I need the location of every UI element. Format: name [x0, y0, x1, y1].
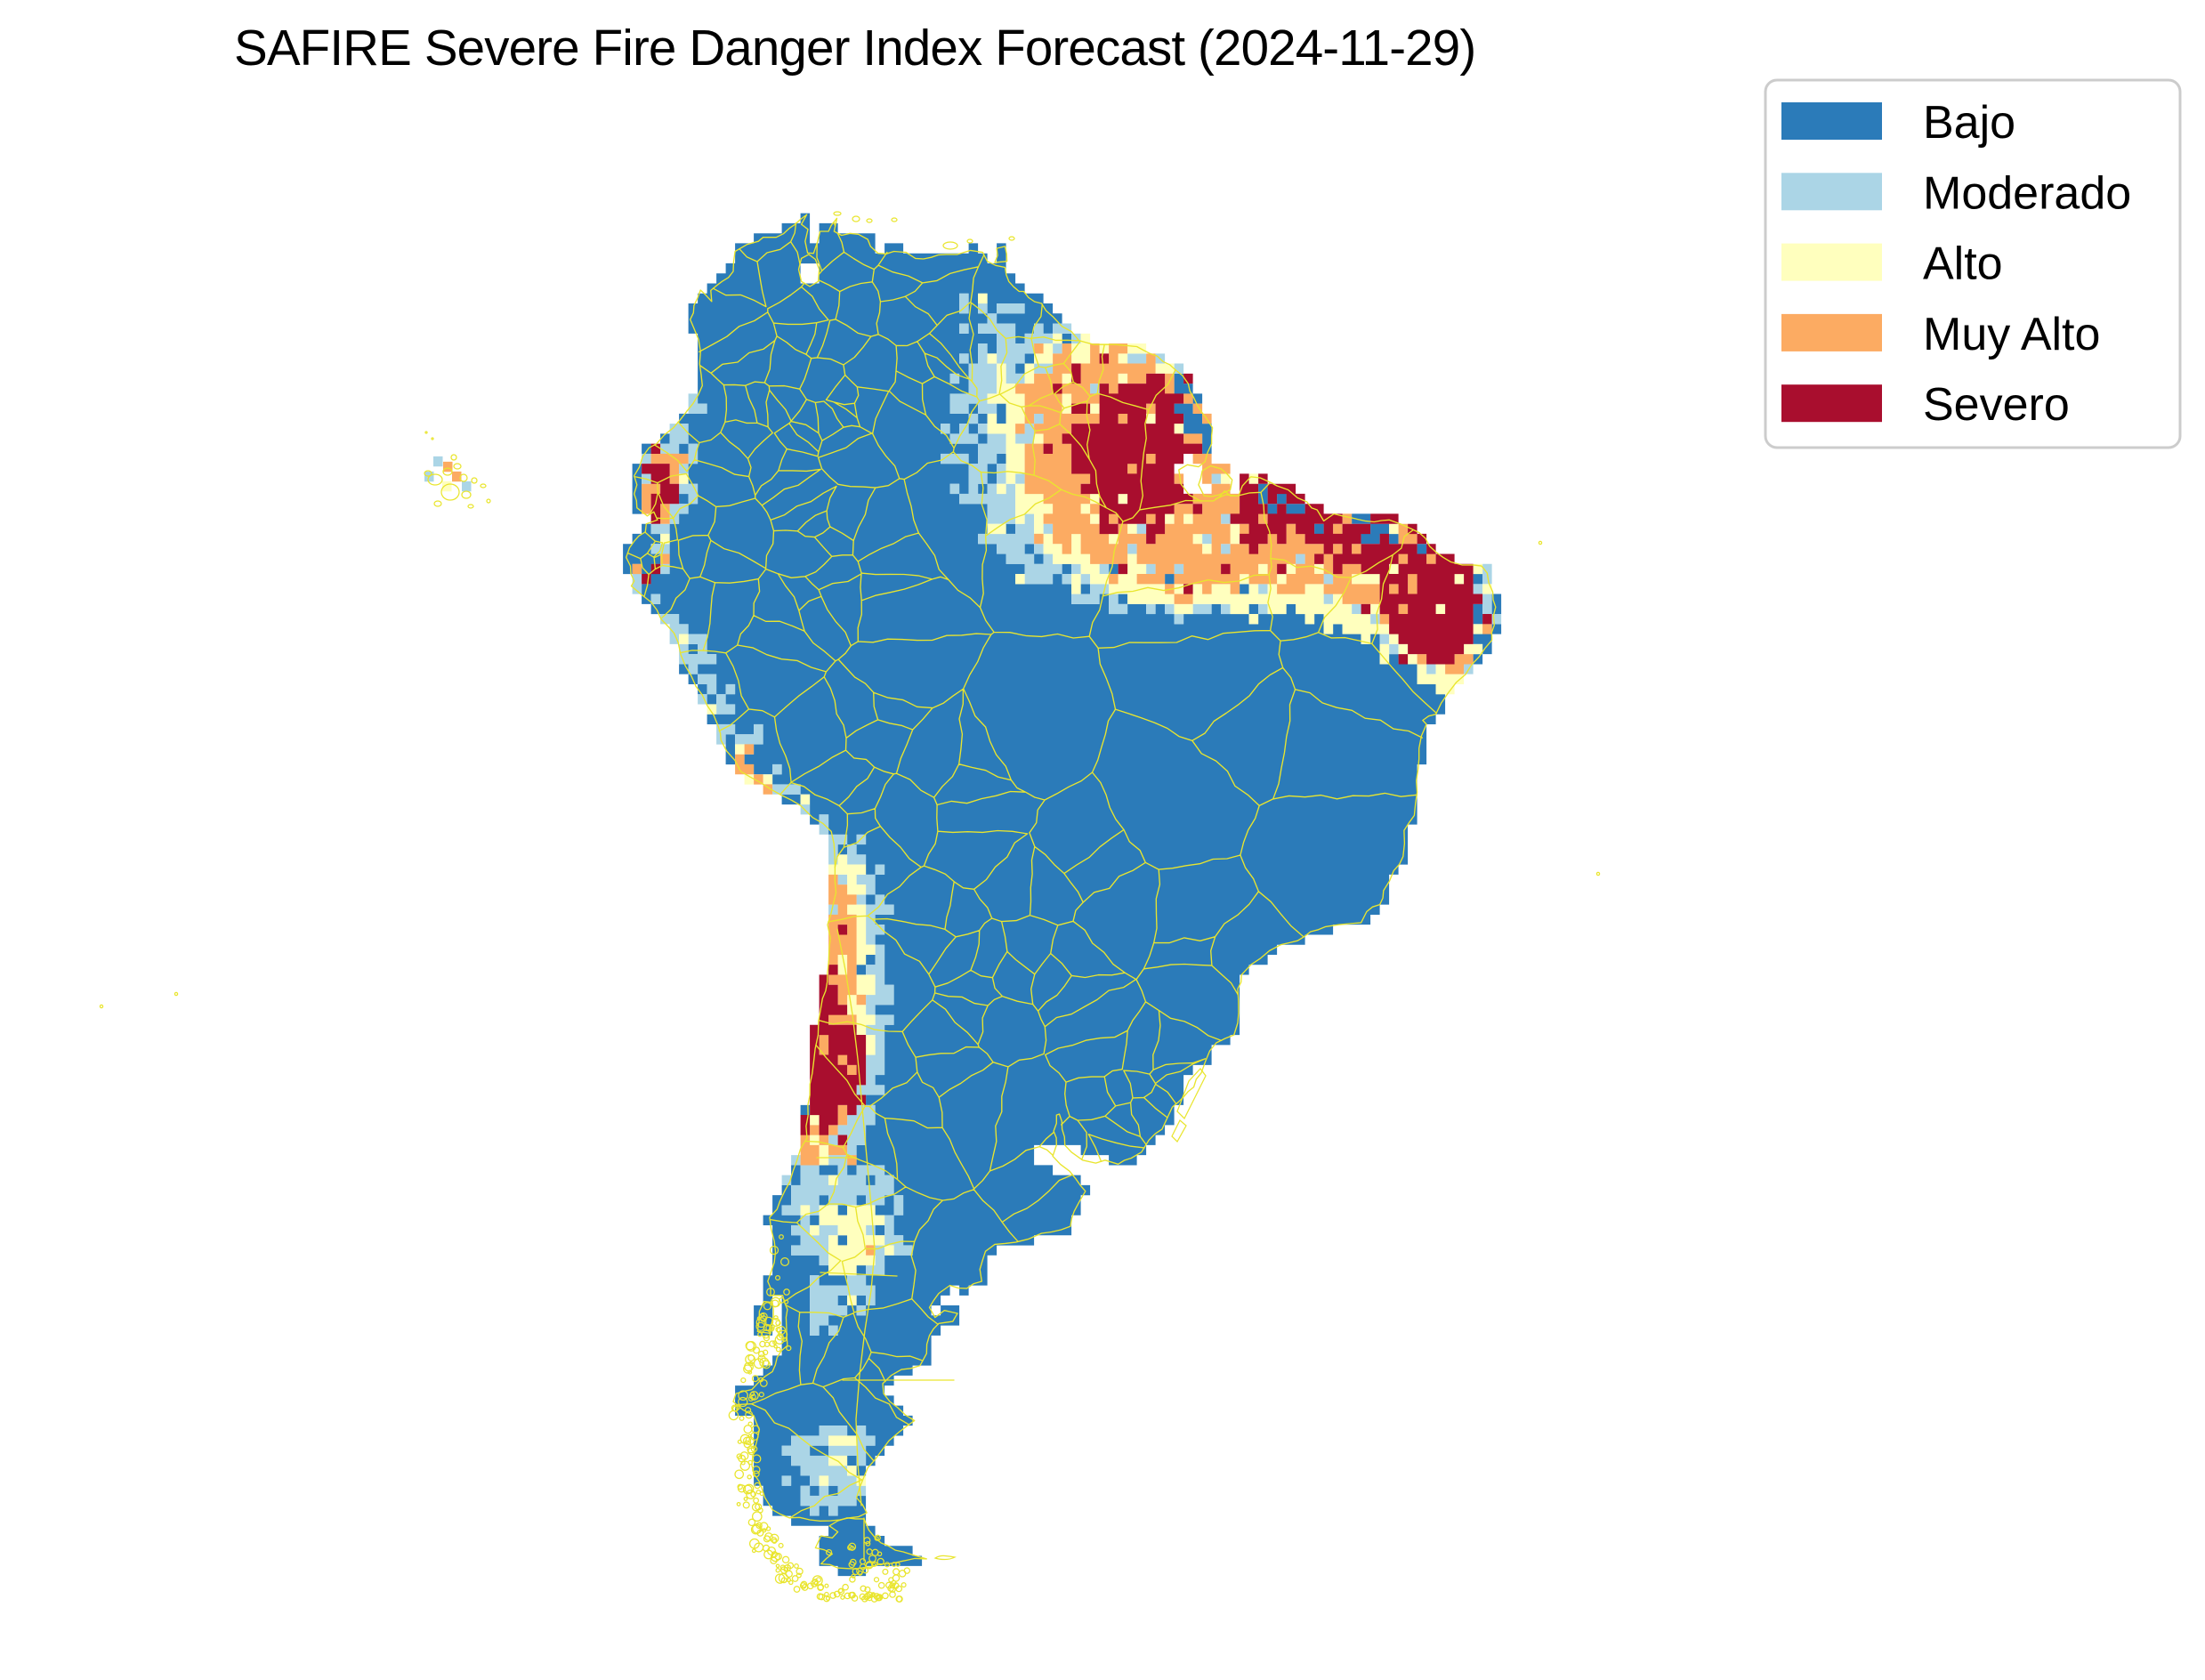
svg-text:Moderado: Moderado: [1923, 167, 2131, 219]
svg-text:Bajo: Bajo: [1923, 97, 2015, 149]
svg-text:SAFIRE Severe Fire Danger Inde: SAFIRE Severe Fire Danger Index Forecast…: [234, 20, 1475, 76]
svg-text:Severo: Severo: [1923, 379, 2070, 431]
svg-text:Muy Alto: Muy Alto: [1923, 309, 2100, 360]
svg-text:Alto: Alto: [1923, 238, 2003, 290]
